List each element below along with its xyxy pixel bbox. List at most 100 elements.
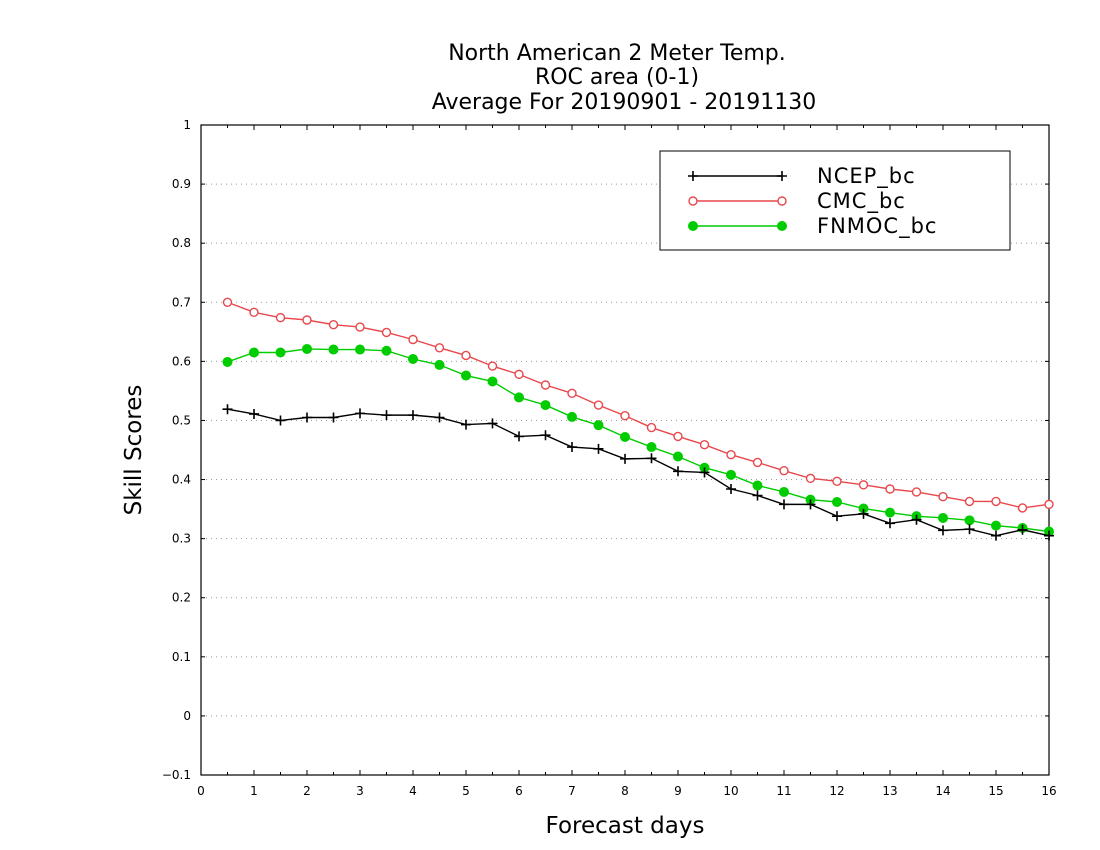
y-tick-label: 0.2: [172, 591, 191, 605]
data-point-ncep-bc: [487, 418, 498, 429]
data-point-fnmoc-bc: [275, 347, 286, 358]
data-point-fnmoc-bc: [593, 420, 604, 431]
y-axis-title: Skill Scores: [121, 385, 147, 516]
data-point-cmc-bc: [514, 369, 524, 380]
data-point-ncep-bc: [593, 443, 604, 454]
x-axis-title: Forecast days: [546, 813, 705, 839]
legend-marker: [688, 196, 698, 206]
data-point-cmc-bc: [673, 431, 683, 442]
data-point-ncep-bc: [779, 499, 789, 510]
data-point-cmc-bc: [991, 496, 1001, 507]
data-point-cmc-bc: [593, 400, 604, 410]
series-layer: [222, 297, 1054, 541]
data-point-ncep-bc: [328, 412, 339, 423]
data-point-ncep-bc: [752, 490, 763, 501]
data-point-fnmoc-bc: [222, 356, 233, 367]
x-tick-label: 16: [1041, 784, 1056, 798]
y-tick-label: 0.1: [172, 650, 191, 664]
x-tick-label: 3: [356, 784, 364, 798]
series-ncep-bc: [222, 404, 1054, 541]
y-tick-label: 0.5: [172, 413, 191, 427]
data-point-ncep-bc: [858, 508, 869, 519]
data-point-fnmoc-bc: [832, 497, 842, 507]
data-point-cmc-bc: [752, 457, 763, 468]
x-tick-label: 4: [409, 784, 417, 798]
x-tick-label: 0: [197, 784, 205, 798]
data-point-cmc-bc: [381, 327, 392, 338]
data-point-cmc-bc: [964, 496, 975, 507]
data-point-fnmoc-bc: [381, 345, 392, 356]
data-point-cmc-bc: [275, 312, 286, 323]
data-point-cmc-bc: [699, 439, 710, 450]
y-tick-label: 0.7: [172, 295, 191, 309]
data-point-fnmoc-bc: [487, 376, 498, 387]
data-point-cmc-bc: [540, 380, 551, 390]
data-point-cmc-bc: [434, 343, 445, 353]
data-point-ncep-bc: [567, 442, 577, 453]
data-point-ncep-bc: [991, 530, 1001, 541]
data-point-cmc-bc: [355, 322, 365, 332]
data-point-cmc-bc: [487, 361, 498, 371]
data-point-cmc-bc: [1044, 499, 1054, 510]
x-tick-label: 15: [988, 784, 1003, 798]
data-point-ncep-bc: [514, 431, 524, 442]
data-point-ncep-bc: [275, 415, 286, 426]
series-fnmoc-bc: [222, 343, 1054, 537]
data-point-ncep-bc: [355, 408, 365, 419]
data-point-fnmoc-bc: [540, 400, 551, 411]
chart-title: North American 2 Meter Temp. ROC area (0…: [432, 41, 817, 115]
data-point-fnmoc-bc: [620, 432, 630, 442]
data-point-ncep-bc: [673, 466, 683, 477]
data-point-ncep-bc: [964, 524, 975, 535]
data-point-fnmoc-bc: [885, 507, 895, 518]
x-tick-label: 5: [462, 784, 470, 798]
data-point-cmc-bc: [858, 480, 869, 490]
data-point-ncep-bc: [699, 467, 710, 478]
data-point-cmc-bc: [885, 484, 895, 494]
legend-entry-ncep-bc: NCEP_bc: [688, 164, 915, 189]
series-line-fnmoc-bc: [227, 348, 1050, 533]
y-tick-label: 1: [183, 118, 191, 132]
data-point-fnmoc-bc: [355, 344, 365, 355]
x-tick-label: 14: [935, 784, 950, 798]
data-point-cmc-bc: [911, 487, 922, 497]
legend-marker: [688, 221, 698, 231]
legend-marker: [777, 221, 787, 231]
data-point-cmc-bc: [249, 307, 259, 318]
x-tick-label: 9: [674, 784, 682, 798]
data-point-cmc-bc: [646, 422, 657, 433]
data-point-fnmoc-bc: [673, 451, 683, 462]
data-point-cmc-bc: [832, 476, 842, 487]
y-tick-label: 0.3: [172, 532, 191, 546]
series-line-cmc-bc: [227, 301, 1050, 509]
plot-frame: [200, 124, 1050, 776]
chart-title-line-3: Average For 20190901 - 20191130: [432, 90, 817, 115]
data-point-cmc-bc: [222, 297, 233, 307]
data-point-ncep-bc: [832, 511, 842, 522]
data-point-ncep-bc: [222, 404, 233, 415]
data-point-fnmoc-bc: [249, 347, 259, 358]
data-point-fnmoc-bc: [567, 411, 577, 422]
data-point-ncep-bc: [249, 408, 259, 419]
legend-entry-fnmoc-bc: FNMOC_bc: [688, 214, 936, 239]
data-point-fnmoc-bc: [991, 520, 1001, 531]
y-tick-label: −0.1: [162, 768, 191, 782]
data-point-cmc-bc: [567, 388, 577, 398]
data-point-cmc-bc: [302, 315, 312, 325]
legend-marker: [777, 171, 787, 181]
series-cmc-bc: [222, 297, 1054, 513]
axis-ticks: 10.90.80.70.60.50.40.30.20.10−0.10 1 2 3 4 5 6…: [162, 118, 1057, 798]
data-point-cmc-bc: [620, 411, 630, 421]
data-point-ncep-bc: [885, 518, 895, 529]
data-point-ncep-bc: [381, 410, 392, 421]
data-point-ncep-bc: [911, 514, 922, 525]
data-point-fnmoc-bc: [726, 469, 736, 480]
x-tick-label: 8: [621, 784, 629, 798]
data-point-cmc-bc: [938, 491, 948, 502]
data-point-fnmoc-bc: [461, 370, 471, 381]
data-point-cmc-bc: [408, 334, 418, 345]
x-tick-label: 12: [829, 784, 844, 798]
y-tick-label: 0.9: [172, 177, 191, 191]
